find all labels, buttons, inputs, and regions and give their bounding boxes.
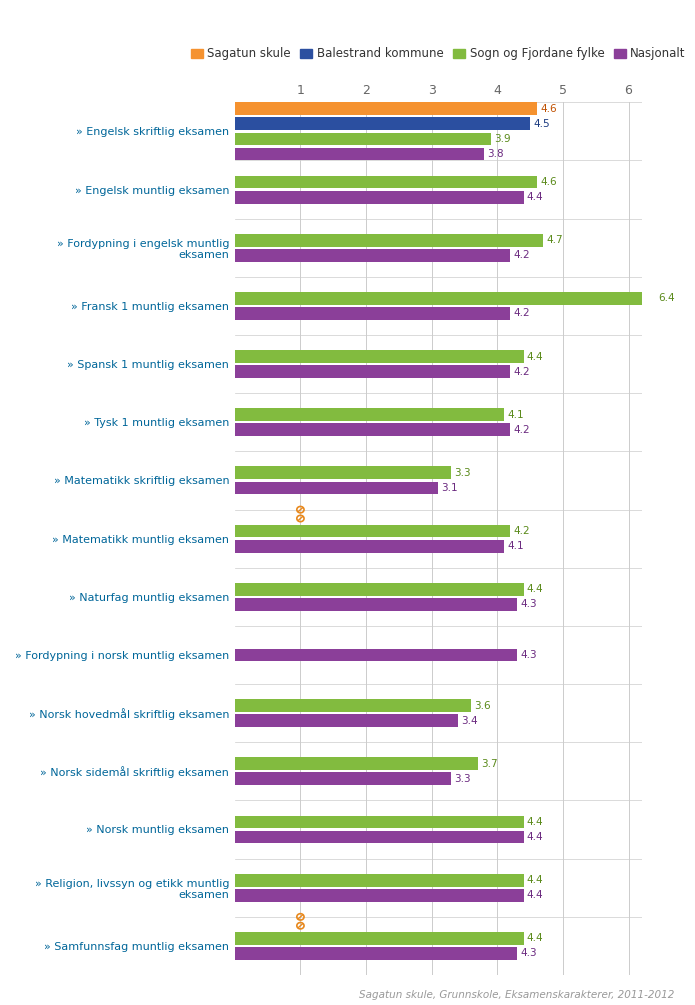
Text: 3.8: 3.8 <box>487 149 504 159</box>
Bar <box>235 466 451 479</box>
Bar <box>235 699 471 712</box>
Text: 4.4: 4.4 <box>527 890 543 900</box>
Bar <box>235 583 523 596</box>
Bar <box>235 715 458 727</box>
Bar <box>235 888 523 901</box>
Bar <box>235 773 451 785</box>
Text: 3.4: 3.4 <box>461 716 478 726</box>
Text: 4.3: 4.3 <box>521 949 537 959</box>
Bar <box>235 947 517 960</box>
Text: 3.1: 3.1 <box>441 483 458 493</box>
Bar <box>235 118 530 131</box>
Bar <box>235 234 543 246</box>
Text: 4.2: 4.2 <box>514 526 530 536</box>
Text: 3.3: 3.3 <box>455 468 471 478</box>
Text: 4.2: 4.2 <box>514 425 530 435</box>
Bar <box>235 133 491 146</box>
Bar <box>235 758 477 770</box>
Text: 4.4: 4.4 <box>527 584 543 594</box>
Text: 4.4: 4.4 <box>527 832 543 842</box>
Text: 4.5: 4.5 <box>533 119 550 129</box>
Text: 4.2: 4.2 <box>514 250 530 260</box>
Bar <box>235 365 510 378</box>
Text: 4.2: 4.2 <box>514 367 530 377</box>
Text: 4.4: 4.4 <box>527 817 543 827</box>
Bar <box>235 408 504 421</box>
Bar <box>235 831 523 843</box>
Text: 4.1: 4.1 <box>507 541 524 551</box>
Text: 3.9: 3.9 <box>494 134 511 144</box>
Text: 4.6: 4.6 <box>540 104 557 114</box>
Bar <box>235 292 655 305</box>
Text: 4.3: 4.3 <box>521 599 537 609</box>
Text: 3.7: 3.7 <box>481 759 498 769</box>
Bar <box>235 423 510 436</box>
Bar <box>235 103 537 116</box>
Text: 4.2: 4.2 <box>514 309 530 319</box>
Bar <box>235 815 523 828</box>
Text: 4.6: 4.6 <box>540 177 557 187</box>
Text: 4.4: 4.4 <box>527 192 543 202</box>
Text: 3.3: 3.3 <box>455 774 471 784</box>
Bar <box>235 540 504 553</box>
Bar <box>235 148 484 161</box>
Text: 4.1: 4.1 <box>507 410 524 420</box>
Bar <box>235 191 523 204</box>
Text: 4.4: 4.4 <box>527 875 543 885</box>
Text: 4.4: 4.4 <box>527 934 543 944</box>
Text: 4.4: 4.4 <box>527 352 543 362</box>
Bar <box>235 873 523 886</box>
Text: Sagatun skule, Grunnskole, Eksamenskarakterer, 2011-2012: Sagatun skule, Grunnskole, Eksamenskarak… <box>359 990 674 1000</box>
Bar <box>235 932 523 945</box>
Text: 4.3: 4.3 <box>521 650 537 660</box>
Text: 6.4: 6.4 <box>658 293 675 304</box>
Bar <box>235 176 537 188</box>
Bar <box>235 648 517 661</box>
Bar <box>235 525 510 538</box>
Text: 3.6: 3.6 <box>474 700 491 711</box>
Bar <box>235 308 510 320</box>
Bar <box>235 249 510 261</box>
Bar <box>235 481 439 494</box>
Bar <box>235 598 517 611</box>
Text: 4.7: 4.7 <box>546 235 563 245</box>
Bar <box>235 350 523 363</box>
Legend: Sagatun skule, Balestrand kommune, Sogn og Fjordane fylke, Nasjonalt: Sagatun skule, Balestrand kommune, Sogn … <box>186 43 691 65</box>
